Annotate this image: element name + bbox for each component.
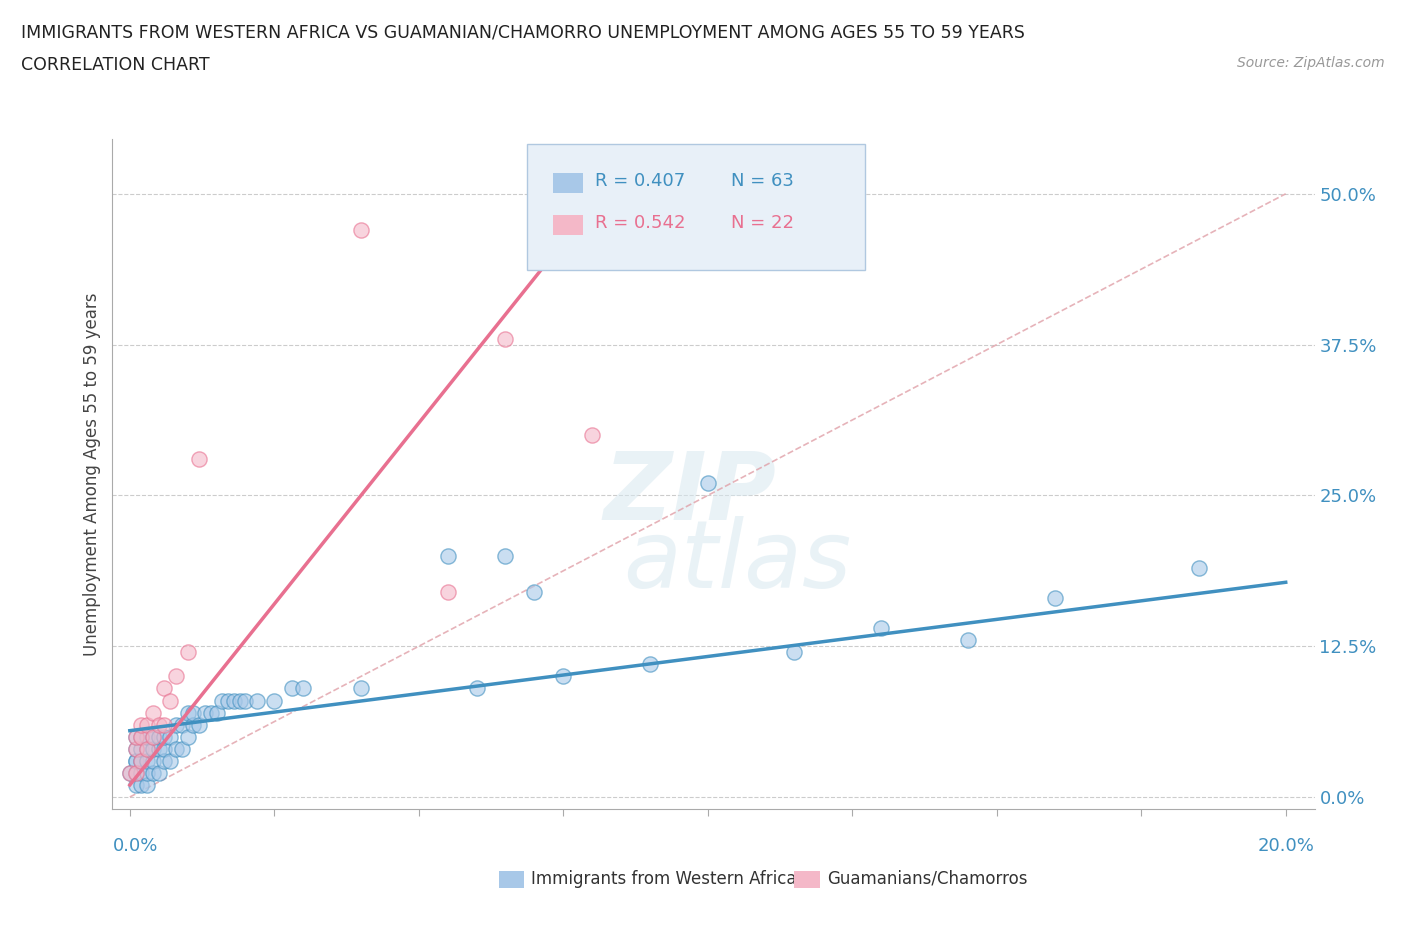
Point <box>523 584 546 599</box>
Point <box>159 729 181 744</box>
Point <box>205 705 228 720</box>
Point <box>638 657 661 671</box>
Point <box>222 693 245 708</box>
Point <box>170 717 193 732</box>
Point <box>200 705 222 720</box>
Point <box>495 331 517 346</box>
Point <box>783 644 806 659</box>
Point <box>142 729 165 744</box>
Point <box>235 693 257 708</box>
Point <box>217 693 239 708</box>
Point <box>142 705 165 720</box>
Point <box>292 681 315 696</box>
Point <box>131 729 153 744</box>
Point <box>136 765 159 780</box>
Point <box>131 717 153 732</box>
Point <box>142 729 165 744</box>
Text: R = 0.542: R = 0.542 <box>595 214 685 232</box>
Point <box>124 741 146 756</box>
Point <box>581 428 603 443</box>
Point <box>124 729 146 744</box>
Point <box>870 620 893 635</box>
Point <box>211 693 233 708</box>
Point <box>153 729 176 744</box>
Point <box>176 705 198 720</box>
Text: Guamanians/Chamorros: Guamanians/Chamorros <box>827 870 1028 888</box>
Point <box>165 717 187 732</box>
Point <box>165 669 187 684</box>
Text: IMMIGRANTS FROM WESTERN AFRICA VS GUAMANIAN/CHAMORRO UNEMPLOYMENT AMONG AGES 55 : IMMIGRANTS FROM WESTERN AFRICA VS GUAMAN… <box>21 23 1025 41</box>
Point <box>136 777 159 792</box>
Point <box>436 584 458 599</box>
Point <box>124 729 146 744</box>
Text: N = 63: N = 63 <box>731 172 794 191</box>
Point <box>263 693 285 708</box>
Point <box>124 753 146 768</box>
Point <box>124 753 146 768</box>
Text: ZIP: ZIP <box>603 448 776 540</box>
Point <box>131 741 153 756</box>
Point <box>136 741 159 756</box>
Point <box>136 741 159 756</box>
Point <box>228 693 250 708</box>
Point <box>188 717 211 732</box>
Point <box>176 729 198 744</box>
Text: Immigrants from Western Africa: Immigrants from Western Africa <box>531 870 797 888</box>
Point <box>124 765 146 780</box>
Point <box>280 681 302 696</box>
Y-axis label: Unemployment Among Ages 55 to 59 years: Unemployment Among Ages 55 to 59 years <box>83 293 101 656</box>
Point <box>131 765 153 780</box>
Point <box>436 549 458 564</box>
Point <box>142 753 165 768</box>
Point <box>142 765 165 780</box>
Point <box>553 669 575 684</box>
Point <box>131 753 153 768</box>
Point <box>136 753 159 768</box>
Point <box>148 729 170 744</box>
Point <box>350 681 373 696</box>
Point <box>188 452 211 467</box>
Point <box>956 632 979 647</box>
Text: N = 22: N = 22 <box>731 214 794 232</box>
Point <box>142 741 165 756</box>
Point <box>153 717 176 732</box>
Point <box>176 644 198 659</box>
Point <box>194 705 217 720</box>
Point <box>136 729 159 744</box>
Point <box>183 705 205 720</box>
Point <box>124 741 146 756</box>
Point <box>246 693 269 708</box>
Point <box>183 717 205 732</box>
Point <box>465 681 488 696</box>
Point <box>153 753 176 768</box>
Point <box>148 717 170 732</box>
Point <box>1188 561 1211 576</box>
Point <box>118 765 141 780</box>
Point <box>159 753 181 768</box>
Text: R = 0.407: R = 0.407 <box>595 172 685 191</box>
Point <box>159 693 181 708</box>
Point <box>124 777 146 792</box>
Text: atlas: atlas <box>623 516 852 607</box>
Point <box>136 717 159 732</box>
Point <box>131 729 153 744</box>
Text: 0.0%: 0.0% <box>112 837 157 856</box>
Text: 20.0%: 20.0% <box>1258 837 1315 856</box>
Point <box>124 765 146 780</box>
Point <box>1043 591 1066 605</box>
Point <box>148 741 170 756</box>
Point <box>350 222 373 237</box>
Point <box>118 765 141 780</box>
Point <box>170 741 193 756</box>
Point <box>165 741 187 756</box>
Point <box>153 681 176 696</box>
Point <box>153 741 176 756</box>
Point <box>131 753 153 768</box>
Point <box>696 476 718 491</box>
Text: Source: ZipAtlas.com: Source: ZipAtlas.com <box>1237 56 1385 70</box>
Point <box>131 777 153 792</box>
Point <box>495 549 517 564</box>
Point <box>148 765 170 780</box>
Text: CORRELATION CHART: CORRELATION CHART <box>21 56 209 73</box>
